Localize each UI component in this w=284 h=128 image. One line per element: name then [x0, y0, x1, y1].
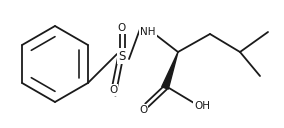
Text: NH: NH [140, 27, 156, 37]
Text: S: S [118, 50, 126, 62]
Text: O: O [118, 23, 126, 33]
Polygon shape [162, 52, 178, 89]
Text: O: O [109, 85, 117, 95]
Text: O: O [139, 105, 147, 115]
Text: OH: OH [194, 101, 210, 111]
